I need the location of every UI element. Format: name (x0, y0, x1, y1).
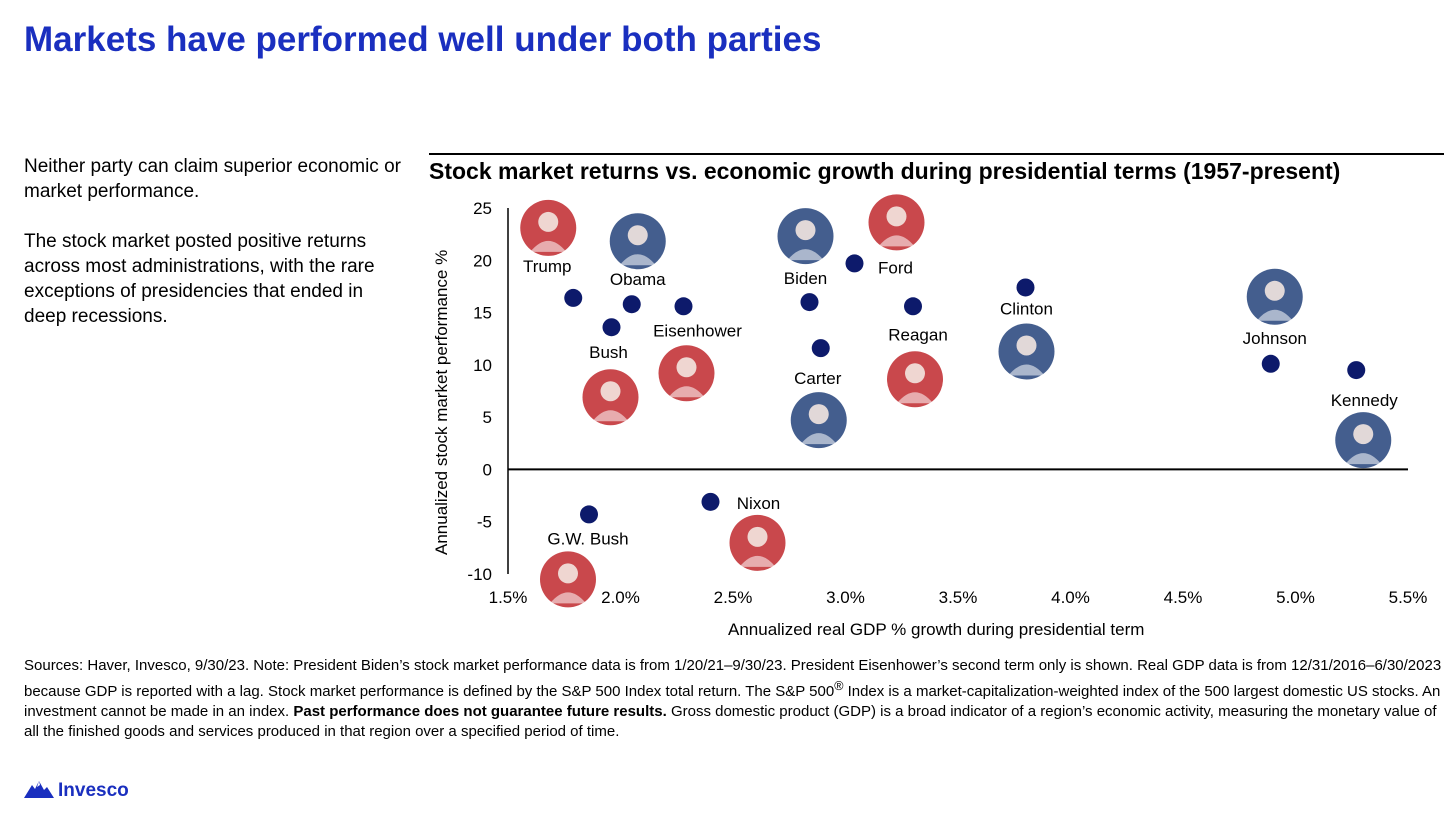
portrait-face-g-w-bush (558, 563, 578, 584)
point-label-johnson: Johnson (1243, 329, 1307, 348)
y-tick-label: -10 (467, 565, 492, 584)
point-label-carter: Carter (794, 369, 842, 388)
portrait-face-nixon (747, 526, 768, 547)
x-tick-label: 2.5% (714, 588, 753, 607)
intro-paragraph-1: Neither party can claim superior economi… (24, 156, 401, 202)
footnote-part-c: Gross domestic product (GDP) is a broad … (24, 703, 1437, 740)
portrait-face-obama (627, 225, 648, 246)
portrait-face-reagan (905, 363, 925, 384)
data-point-carter (811, 339, 830, 358)
x-tick-label: 4.5% (1164, 588, 1203, 607)
footnote-part-a: Sources: Haver, Invesco, 9/30/23. Note: … (24, 657, 1442, 700)
scatter-chart: 25 20 15 10 5 0 -5 -10 1.5% 2.0% 2.5% 3.0% 3.5% 4.0% 4… (467, 194, 1428, 608)
portrait-shoulders-kennedy (1345, 453, 1382, 465)
y-tick-label: -5 (477, 513, 492, 532)
footnote: Sources: Haver, Invesco, 9/30/23. Note: … (24, 656, 1442, 742)
intro-text: Neither party can claim superior economi… (24, 154, 404, 354)
point-label-reagan: Reagan (888, 325, 948, 344)
portrait-shoulders-nixon (739, 555, 776, 567)
chart-title-rule (429, 153, 1444, 155)
y-tick-label: 15 (473, 304, 492, 323)
portrait-shoulders-biden (787, 249, 824, 261)
y-tick-label: 10 (473, 356, 492, 375)
portrait-face-trump (538, 211, 559, 232)
point-label-biden: Biden (784, 269, 827, 288)
mountain-logo-icon (24, 778, 54, 803)
portrait-face-bush (600, 381, 621, 402)
point-label-nixon: Nixon (737, 494, 780, 513)
x-tick-label: 1.5% (489, 588, 528, 607)
x-tick-label: 5.0% (1276, 588, 1315, 607)
data-point-biden (800, 293, 819, 312)
data-point-clinton (1016, 278, 1035, 297)
portrait-shoulders-bush (592, 410, 629, 422)
point-label-ford: Ford (878, 258, 913, 277)
y-tick-label: 5 (483, 408, 492, 427)
point-label-g-w-bush: G.W. Bush (547, 529, 628, 548)
footnote-registered-mark: ® (834, 679, 844, 693)
footnote-part-b: Index is a market-capitalization-weighte… (24, 683, 1441, 720)
portrait-shoulders-trump (530, 240, 567, 252)
y-tick-label: 0 (483, 460, 492, 479)
portrait-shoulders-g-w-bush (550, 592, 586, 604)
y-axis-title: Annualized stock market performance % (432, 249, 451, 555)
portrait-face-kennedy (1353, 424, 1374, 445)
x-axis-title: Annualized real GDP % growth during pres… (728, 620, 1145, 639)
point-label-clinton: Clinton (1000, 299, 1053, 318)
logo-text: Invesco (58, 779, 129, 801)
point-label-kennedy: Kennedy (1331, 391, 1399, 410)
x-tick-label: 4.0% (1051, 588, 1090, 607)
portrait-face-ford (886, 206, 907, 227)
portrait-shoulders-carter (800, 433, 837, 445)
portrait-face-eisenhower (676, 357, 697, 378)
data-point-obama (622, 295, 641, 314)
data-point-g-w-bush (580, 505, 598, 524)
page-title: Markets have performed well under both p… (24, 20, 822, 59)
portrait-shoulders-johnson (1256, 309, 1293, 321)
point-label-trump: Trump (523, 257, 572, 276)
data-point-eisenhower (674, 297, 693, 316)
portrait-shoulders-ford (878, 235, 915, 247)
point-label-bush: Bush (589, 343, 628, 362)
data-point-kennedy (1347, 361, 1366, 380)
intro-paragraph-2: The stock market posted positive returns… (24, 231, 375, 327)
y-tick-label: 20 (473, 251, 492, 270)
data-point-reagan (904, 297, 922, 316)
data-point-johnson (1261, 354, 1280, 373)
portrait-shoulders-obama (619, 254, 656, 266)
point-label-eisenhower: Eisenhower (653, 321, 742, 340)
data-point-nixon (701, 492, 720, 511)
x-tick-label: 2.0% (601, 588, 640, 607)
portrait-face-carter (808, 404, 829, 425)
data-point-trump (564, 288, 583, 307)
portrait-shoulders-reagan (897, 392, 933, 404)
portrait-face-clinton (1016, 335, 1037, 356)
point-label-obama: Obama (610, 270, 666, 289)
x-tick-label: 3.0% (826, 588, 865, 607)
data-point-ford (845, 254, 864, 273)
portrait-face-biden (795, 220, 816, 241)
portrait-face-johnson (1264, 280, 1285, 301)
y-tick-label: 25 (473, 199, 492, 218)
invesco-logo: Invesco (24, 778, 129, 803)
x-tick-label: 5.5% (1389, 588, 1428, 607)
footnote-disclaimer: Past performance does not guarantee futu… (293, 703, 667, 720)
chart-title: Stock market returns vs. economic growth… (429, 158, 1341, 184)
x-tick-label: 3.5% (939, 588, 978, 607)
portrait-shoulders-eisenhower (668, 386, 705, 398)
portrait-shoulders-clinton (1008, 364, 1045, 376)
data-point-bush (602, 318, 621, 337)
